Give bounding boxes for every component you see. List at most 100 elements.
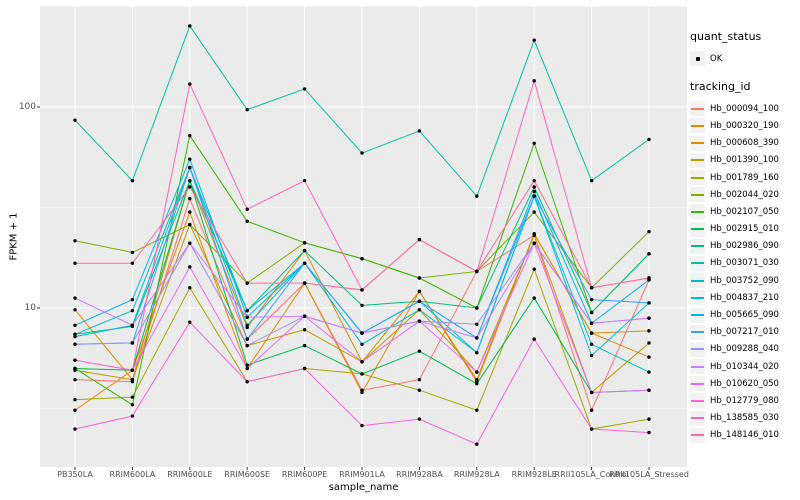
data-point (73, 377, 77, 382)
data-point (475, 408, 479, 412)
data-point (73, 332, 77, 336)
data-point (532, 79, 536, 83)
series-color-line-icon (691, 142, 704, 145)
data-point (589, 297, 594, 302)
legend-item-label: Hb_010620_050 (710, 378, 779, 389)
data-point (73, 366, 77, 371)
data-point (360, 303, 364, 308)
data-point (532, 296, 536, 300)
ok-point-key (690, 51, 705, 67)
data-point (647, 341, 651, 345)
data-point (73, 239, 77, 243)
data-point (589, 286, 594, 290)
data-point (188, 165, 192, 170)
data-point (245, 343, 249, 348)
data-point (73, 427, 77, 431)
data-point (302, 248, 307, 253)
legend-key-swatch (690, 273, 705, 289)
data-point (475, 370, 479, 374)
x-tick-label: RRIM600SE (224, 470, 271, 479)
data-point (589, 178, 594, 183)
data-point (532, 189, 536, 194)
legend-item-label: Hb_000320_190 (710, 120, 779, 131)
data-point (417, 299, 422, 303)
data-point (532, 38, 536, 42)
legend-item-label: Hb_003752_090 (710, 275, 779, 286)
data-point (647, 276, 651, 280)
data-point (130, 297, 135, 302)
legend-item: Hb_002986_090 (690, 238, 798, 255)
series-color-line-icon (691, 331, 704, 334)
data-point (130, 341, 135, 345)
legend-item: Hb_000608_390 (690, 135, 798, 152)
data-point (417, 276, 422, 280)
data-point (647, 430, 651, 435)
data-point (130, 250, 135, 255)
x-tick-label: RRII105LA_Control (554, 470, 629, 479)
data-point (245, 281, 249, 285)
data-point (188, 265, 192, 269)
legend-item-label: Hb_001390_100 (710, 155, 779, 166)
data-point (188, 196, 192, 201)
legend-key-swatch (690, 427, 705, 443)
data-point (245, 379, 249, 384)
x-tick-label: RRIM600LE (167, 470, 213, 479)
data-point (589, 427, 594, 431)
series-color-line-icon (691, 262, 704, 265)
data-point (188, 241, 192, 245)
data-point (475, 306, 479, 310)
data-point (417, 319, 422, 323)
data-point (417, 388, 422, 392)
legend-item-label: Hb_002915_010 (710, 224, 779, 235)
ok-point-marker-icon (695, 56, 700, 61)
legend-item: Hb_010344_020 (690, 358, 798, 375)
data-point (475, 377, 479, 382)
data-point (647, 355, 651, 359)
data-point (475, 336, 479, 340)
data-point (532, 267, 536, 271)
data-point (360, 360, 364, 364)
data-point (245, 308, 249, 313)
legend-title-quant-status: quant_status (690, 30, 762, 43)
legend-item: Hb_001789_160 (690, 169, 798, 186)
data-point (360, 423, 364, 428)
legend-item-label: Hb_003071_030 (710, 258, 779, 269)
data-point (73, 308, 77, 312)
data-point (302, 241, 307, 245)
x-tick-label: RRIM901LA (339, 470, 385, 479)
legend-key-swatch (690, 204, 705, 220)
data-point (130, 403, 135, 407)
legend-key-swatch (690, 187, 705, 203)
data-point (188, 222, 192, 227)
data-point (589, 353, 594, 358)
data-point (417, 417, 422, 421)
data-point (647, 316, 651, 320)
data-point (302, 178, 307, 183)
series-color-line-icon (691, 210, 704, 213)
legend: quant_status OK tracking_id Hb_000094_10… (690, 30, 798, 444)
series-color-line-icon (691, 314, 704, 317)
data-point (188, 185, 192, 189)
data-point (245, 363, 249, 367)
data-point (130, 395, 135, 399)
series-color-line-icon (691, 399, 704, 402)
data-point (532, 210, 536, 214)
data-point (73, 118, 77, 122)
data-point (73, 397, 77, 402)
data-point (130, 368, 135, 372)
legend-item-label: Hb_000608_390 (710, 138, 779, 149)
legend-item: Hb_001390_100 (690, 152, 798, 169)
legend-item: Hb_007217_010 (690, 324, 798, 341)
data-point (73, 342, 77, 346)
legend-item-ok: OK (690, 50, 798, 67)
data-point (188, 286, 192, 290)
legend-key-swatch (690, 393, 705, 409)
data-point (245, 366, 249, 371)
legend-key-swatch (690, 170, 705, 186)
legend-item: Hb_138585_030 (690, 410, 798, 427)
series-color-line-icon (691, 176, 704, 179)
legend-item-label: Hb_138585_030 (710, 413, 779, 424)
legend-tracking-items: Hb_000094_100 Hb_000320_190 Hb_000608_390 H… (690, 100, 798, 444)
series-color-line-icon (691, 417, 704, 420)
